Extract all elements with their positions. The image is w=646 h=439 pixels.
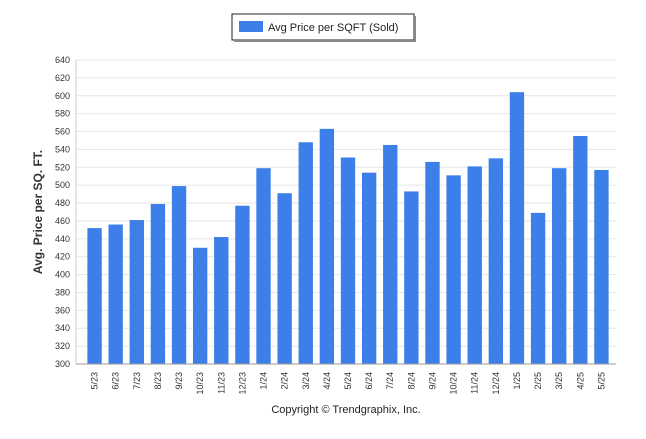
x-tick-label: 2/24: [280, 372, 290, 390]
x-tick-label: 6/24: [364, 372, 374, 390]
y-tick-label: 360: [55, 305, 70, 315]
y-tick-label: 520: [55, 162, 70, 172]
copyright-footer: Copyright © Trendgraphix, Inc.: [271, 404, 420, 416]
y-tick-label: 480: [55, 198, 70, 208]
bar-6-24: [361, 172, 377, 364]
bar-5-24: [340, 157, 356, 364]
y-tick-label: 640: [55, 55, 70, 65]
bar-5-25: [594, 169, 609, 364]
x-tick-label: 2/25: [533, 372, 543, 390]
y-tick-label: 340: [55, 323, 70, 333]
legend: Avg Price per SQFT (Sold): [231, 13, 416, 42]
y-tick-label: 540: [55, 144, 70, 154]
legend-box-shadow: [414, 16, 416, 42]
x-tick-label: 4/25: [575, 372, 585, 390]
bar-8-24: [404, 191, 419, 364]
bar-7-23: [129, 220, 144, 364]
y-tick-label: 300: [55, 359, 70, 369]
x-tick-label: 11/24: [470, 372, 480, 394]
x-tick-label: 8/23: [153, 372, 163, 390]
y-tick-label: 320: [55, 341, 70, 351]
x-tick-label: 4/24: [322, 372, 332, 390]
bar-3-25: [552, 168, 567, 364]
legend-swatch: [239, 21, 263, 32]
y-tick-label: 580: [55, 109, 70, 119]
x-tick-label: 1/24: [259, 372, 269, 390]
y-tick-label: 420: [55, 252, 70, 262]
bar-1-25: [509, 92, 525, 364]
bar-11-23: [214, 237, 229, 364]
bar-10-24: [446, 175, 461, 364]
y-axis-ticks: 300 320 340 360 380 400 420 440 460 480 500 520 540 5…: [55, 55, 70, 369]
x-tick-label: 3/25: [554, 372, 564, 390]
x-tick-label: 9/24: [427, 372, 437, 390]
y-tick-label: 600: [55, 91, 70, 101]
bar-8-23: [150, 203, 166, 364]
y-tick-label: 560: [55, 127, 70, 137]
x-tick-label: 10/23: [195, 372, 205, 395]
y-tick-label: 500: [55, 180, 70, 190]
x-tick-label: 9/23: [174, 372, 184, 390]
x-tick-label: 8/24: [406, 372, 416, 390]
y-tick-label: 460: [55, 216, 70, 226]
bar-9-23: [171, 186, 187, 364]
x-tick-label: 1/25: [512, 372, 522, 390]
bar-2-25: [530, 212, 546, 364]
x-tick-label: 11/23: [216, 372, 226, 394]
x-tick-label: 12/23: [237, 372, 247, 395]
x-tick-label: 12/24: [491, 372, 501, 395]
bar-1-24: [256, 168, 271, 364]
x-tick-label: 5/23: [90, 372, 100, 390]
y-axis-label: Avg. Price per SQ. FT.: [31, 150, 45, 274]
bar-5-23: [87, 228, 102, 364]
y-tick-label: 620: [55, 73, 70, 83]
bar-3-24: [298, 142, 313, 364]
legend-box-shadow-bottom: [234, 40, 416, 42]
bar-10-23: [192, 247, 208, 364]
x-tick-label: 10/24: [449, 372, 459, 395]
legend-label: Avg Price per SQFT (Sold): [268, 22, 398, 34]
bar-4-24: [319, 128, 335, 364]
y-tick-label: 380: [55, 287, 70, 297]
x-tick-label: 3/24: [301, 372, 311, 390]
x-tick-label: 5/24: [343, 372, 353, 390]
bar-9-24: [425, 161, 440, 364]
bars: [87, 92, 609, 364]
x-tick-label: 7/23: [132, 372, 142, 390]
bar-12-23: [235, 205, 250, 364]
x-tick-label: 6/23: [111, 372, 121, 390]
y-tick-label: 400: [55, 270, 70, 280]
bar-7-24: [383, 144, 398, 364]
x-axis-ticks: 5/23 6/23 7/23 8/23 9/23 10/23 11/23 12/23 1/24 2…: [90, 372, 607, 395]
bar-6-23: [108, 224, 123, 364]
bar-4-25: [573, 136, 588, 364]
x-tick-label: 5/25: [596, 372, 606, 390]
bar-2-24: [277, 193, 292, 364]
y-tick-label: 440: [55, 234, 70, 244]
x-tick-label: 7/24: [385, 372, 395, 390]
bar-12-24: [488, 158, 504, 364]
bar-11-24: [467, 166, 482, 364]
